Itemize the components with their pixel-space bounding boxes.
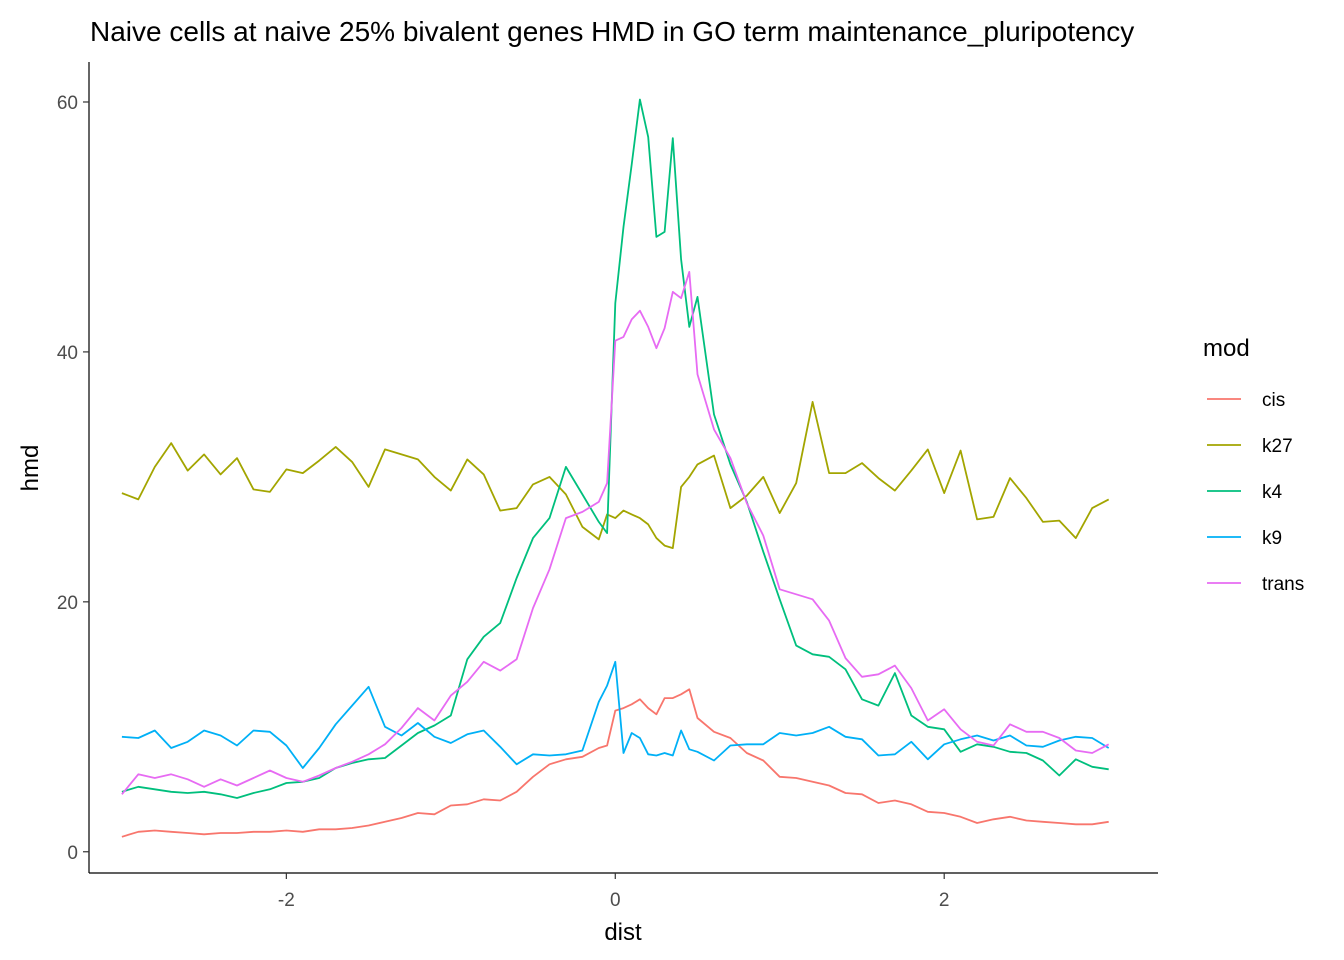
series-line-k4 xyxy=(121,98,1109,799)
x-tick-label: -2 xyxy=(278,890,295,911)
series-line-cis xyxy=(121,688,1109,838)
y-tick-label: 60 xyxy=(57,93,78,114)
legend-items: cis k27 k4 k9 trans xyxy=(1207,390,1304,595)
legend-label-k4: k4 xyxy=(1262,482,1283,503)
legend-item-k9: k9 xyxy=(1207,528,1282,549)
series-line-trans xyxy=(121,270,1110,795)
legend-title: mod xyxy=(1203,335,1250,362)
legend-label-k9: k9 xyxy=(1262,528,1282,549)
y-tick-label: 20 xyxy=(57,593,78,614)
y-tick-label: 0 xyxy=(67,843,78,864)
x-ticks: -2 0 2 xyxy=(278,873,950,911)
plot-series xyxy=(121,98,1110,838)
legend-item-k4: k4 xyxy=(1207,482,1283,503)
legend-item-cis: cis xyxy=(1207,390,1285,411)
chart-title: Naive cells at naive 25% bivalent genes … xyxy=(90,16,1134,47)
x-tick-label: 2 xyxy=(939,890,950,911)
y-ticks: 0 20 40 60 xyxy=(57,93,89,864)
legend-item-k27: k27 xyxy=(1207,436,1293,457)
series-line-k9 xyxy=(121,660,1110,769)
series-line-k27 xyxy=(121,400,1110,549)
x-axis-title: dist xyxy=(604,919,642,946)
y-tick-label: 40 xyxy=(57,343,78,364)
legend-label-trans: trans xyxy=(1262,574,1304,595)
legend-label-k27: k27 xyxy=(1262,436,1293,457)
y-axis-title: hmd xyxy=(17,445,44,492)
x-tick-label: 0 xyxy=(610,890,621,911)
legend-item-trans: trans xyxy=(1207,574,1304,595)
legend: mod cis k27 k4 k9 trans xyxy=(1203,335,1304,595)
legend-label-cis: cis xyxy=(1262,390,1285,411)
